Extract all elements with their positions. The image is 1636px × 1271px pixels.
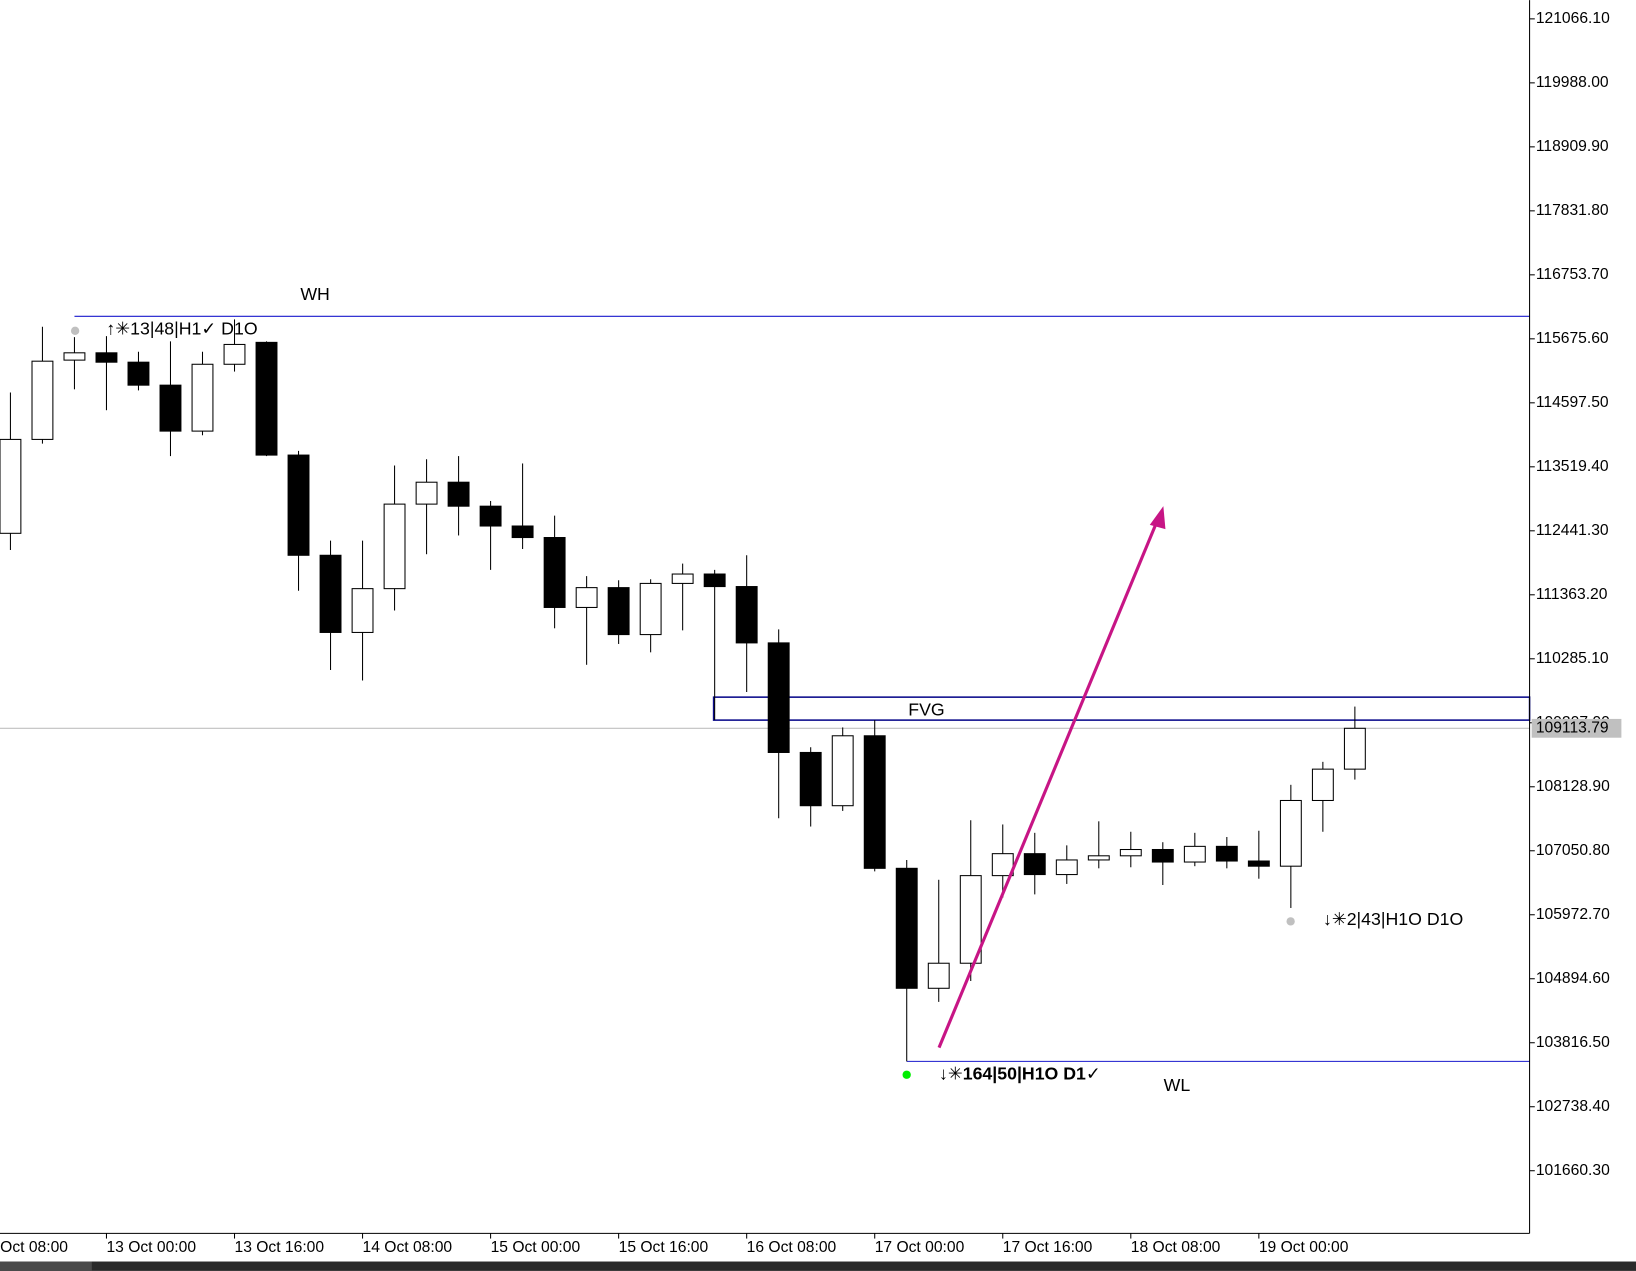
x-tick-label: 15 Oct 00:00 bbox=[491, 1239, 581, 1256]
candle-body bbox=[479, 505, 502, 527]
candle-body bbox=[959, 875, 982, 964]
x-tick-label: 14 Oct 08:00 bbox=[363, 1239, 453, 1256]
trend-arrow bbox=[937, 518, 1160, 1049]
candle-body bbox=[703, 573, 726, 588]
candle-body bbox=[255, 341, 278, 456]
signal-dot bbox=[1286, 917, 1295, 926]
candle-body bbox=[511, 525, 534, 539]
candle-body bbox=[799, 751, 822, 807]
candle-body bbox=[735, 586, 758, 644]
candle-body bbox=[191, 363, 214, 432]
current-price-tag bbox=[1531, 718, 1622, 738]
x-tick-label: 13 Oct 16:00 bbox=[235, 1239, 325, 1256]
candle-body bbox=[1343, 727, 1366, 770]
candle-body bbox=[607, 587, 630, 636]
x-tick-label: 17 Oct 16:00 bbox=[1003, 1239, 1093, 1256]
candle-body bbox=[319, 554, 342, 633]
candle-body bbox=[767, 642, 790, 753]
candle-body bbox=[895, 867, 918, 989]
candle-body bbox=[1279, 799, 1302, 867]
candle-body bbox=[1247, 860, 1270, 867]
candle-body bbox=[0, 438, 22, 534]
x-tick-label: 15 Oct 16:00 bbox=[619, 1239, 709, 1256]
x-tick-label: 12 Oct 08:00 bbox=[0, 1239, 68, 1256]
level-label: WH bbox=[300, 284, 330, 304]
y-tick-label: 101660.30 bbox=[1536, 1162, 1610, 1179]
x-tick-label: 16 Oct 08:00 bbox=[747, 1239, 837, 1256]
candle-body bbox=[1119, 848, 1142, 857]
candle-body bbox=[31, 360, 54, 440]
y-tick-label: 112441.30 bbox=[1536, 522, 1609, 539]
candle-body bbox=[1311, 768, 1334, 802]
candle-body bbox=[575, 587, 598, 608]
candle-body bbox=[351, 588, 374, 633]
candle-body bbox=[1087, 855, 1110, 861]
candle-body bbox=[639, 582, 662, 636]
candle-body bbox=[863, 735, 886, 869]
candle-body bbox=[1215, 845, 1238, 862]
candle-body bbox=[1023, 853, 1046, 876]
candle-body bbox=[95, 352, 118, 363]
candle-body bbox=[1183, 845, 1206, 863]
candle-body bbox=[127, 361, 150, 386]
candle-body bbox=[415, 481, 438, 505]
x-tick-label: 19 Oct 00:00 bbox=[1259, 1239, 1349, 1256]
y-tick-label: 110285.10 bbox=[1536, 650, 1609, 667]
bottom-bar bbox=[0, 1261, 1636, 1271]
signal-label: ↓✳2|43|H1O D1O bbox=[1323, 909, 1463, 929]
candle-body bbox=[543, 537, 566, 608]
signal-label: ↓✳164|50|H1O D1✓ bbox=[939, 1063, 1101, 1083]
y-tick-label: 111363.20 bbox=[1536, 586, 1608, 603]
candle-body bbox=[1055, 859, 1078, 876]
signal-dot bbox=[70, 326, 80, 336]
candle-body bbox=[927, 962, 950, 989]
y-tick-label: 113519.40 bbox=[1536, 458, 1609, 475]
candle-body bbox=[223, 343, 246, 365]
y-tick-label: 119988.00 bbox=[1536, 74, 1609, 91]
y-tick-label: 117831.80 bbox=[1536, 202, 1609, 219]
candle-body bbox=[159, 384, 182, 432]
candle-body bbox=[447, 481, 470, 507]
y-tick-label: 118909.90 bbox=[1536, 138, 1609, 155]
x-tick-label: 13 Oct 00:00 bbox=[106, 1239, 196, 1256]
level-label: WL bbox=[1164, 1075, 1191, 1095]
fvg-label: FVG bbox=[908, 699, 944, 719]
x-tick-label: 17 Oct 00:00 bbox=[875, 1239, 965, 1256]
candle-body bbox=[383, 503, 406, 590]
candle-body bbox=[63, 352, 86, 361]
y-tick-label: 105972.70 bbox=[1536, 906, 1610, 923]
y-tick-label: 114597.50 bbox=[1536, 394, 1609, 411]
bottom-tab bbox=[0, 1261, 92, 1271]
candle-body bbox=[831, 735, 854, 807]
y-tick-label: 103816.50 bbox=[1536, 1034, 1610, 1051]
y-tick-label: 102738.40 bbox=[1536, 1098, 1610, 1115]
y-tick-label: 121066.10 bbox=[1536, 10, 1610, 27]
signal-dot bbox=[902, 1070, 911, 1079]
y-tick-label: 107050.80 bbox=[1536, 842, 1610, 859]
candle-body bbox=[1151, 848, 1174, 863]
x-tick-label: 18 Oct 08:00 bbox=[1131, 1239, 1221, 1256]
y-tick-label: 115675.60 bbox=[1536, 330, 1609, 347]
candle-body bbox=[287, 454, 310, 556]
y-tick-label: 116753.70 bbox=[1536, 266, 1609, 283]
plot-area: FVG WH WL ↑✳13|48|H1✓ D1O ↓✳164|50|H1O D1✓ ↓✳… bbox=[0, 284, 1531, 1095]
trend-arrow-head bbox=[1149, 506, 1166, 530]
signal-label: ↑✳13|48|H1✓ D1O bbox=[106, 318, 257, 338]
candle-body bbox=[671, 573, 694, 584]
y-tick-label: 108128.90 bbox=[1536, 778, 1610, 795]
current-price-label: 109113.79 bbox=[1536, 719, 1609, 736]
y-tick-label: 104894.60 bbox=[1536, 970, 1610, 987]
